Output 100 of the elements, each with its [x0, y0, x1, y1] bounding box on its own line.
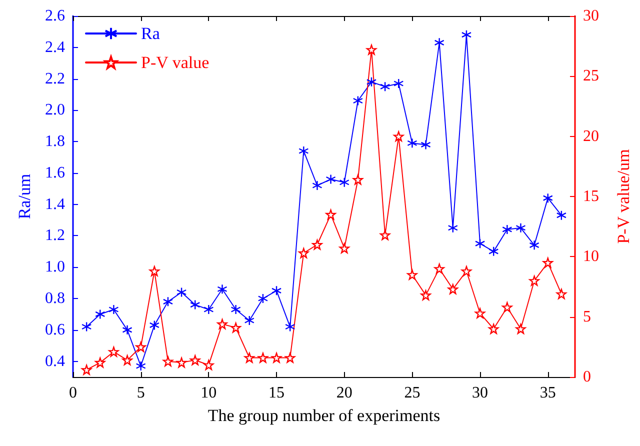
point	[394, 78, 404, 89]
y2-tick-label: 20	[583, 128, 599, 145]
y-tick-label: 0.8	[45, 290, 65, 308]
point	[516, 222, 526, 233]
x-tick-label: 5	[136, 384, 145, 402]
y-tick-label: 1.0	[45, 258, 65, 276]
point	[244, 352, 254, 363]
point	[312, 180, 322, 191]
point	[448, 222, 458, 233]
point	[108, 346, 119, 357]
y2-tick-label: 0	[583, 368, 591, 386]
point	[217, 318, 228, 330]
point	[176, 357, 187, 368]
y2-tick-label: 15	[583, 188, 599, 205]
point	[352, 174, 364, 185]
point	[258, 293, 268, 304]
point	[542, 192, 553, 204]
x-tick-label: 30	[472, 384, 488, 402]
point	[95, 357, 106, 368]
point	[81, 364, 92, 375]
point	[407, 138, 418, 148]
y2-tick-label: 5	[583, 308, 591, 326]
point	[326, 174, 336, 184]
y-tick-label: 1.4	[45, 196, 65, 213]
legend-label: Ra	[141, 24, 160, 43]
y-tick-label: 1.6	[45, 164, 65, 182]
point	[176, 287, 187, 298]
x-tick-label: 10	[200, 384, 217, 402]
point	[474, 238, 486, 249]
y-tick-label: 1.8	[45, 133, 65, 150]
point	[149, 320, 160, 330]
point	[326, 209, 336, 220]
point	[298, 248, 309, 258]
point	[312, 240, 322, 250]
point	[407, 270, 418, 280]
point	[339, 177, 350, 188]
point	[529, 276, 540, 286]
point	[380, 82, 390, 92]
x-tick-label: 20	[336, 384, 352, 402]
point	[204, 360, 214, 370]
point	[230, 304, 241, 315]
point	[352, 96, 364, 106]
point	[488, 324, 499, 334]
y-tick-label: 0.4	[45, 352, 65, 370]
point	[434, 264, 444, 274]
y2-tick-label: 10	[583, 248, 599, 266]
point	[542, 258, 553, 268]
point	[284, 322, 296, 332]
y-tick-label: 0.6	[45, 321, 65, 338]
point	[420, 290, 431, 300]
point	[380, 230, 390, 240]
point	[556, 288, 567, 300]
point	[136, 360, 146, 372]
point	[162, 356, 174, 366]
point	[190, 355, 200, 366]
x-tick-label: 15	[268, 384, 285, 402]
y-tick-label: 2.4	[45, 38, 65, 56]
point	[298, 146, 309, 156]
y2-axis-title: P-V value/um	[614, 149, 633, 244]
point	[149, 266, 160, 276]
point	[190, 300, 200, 310]
point	[556, 210, 567, 220]
x-axis-title: The group number of experiments	[208, 406, 440, 425]
point	[81, 322, 92, 332]
point	[162, 296, 174, 307]
point	[258, 352, 268, 363]
legend-label: P-V value	[141, 53, 210, 72]
point	[461, 30, 472, 40]
point	[516, 324, 526, 334]
point	[108, 304, 119, 315]
point	[271, 286, 282, 296]
point	[122, 355, 132, 366]
point	[217, 284, 228, 294]
point	[339, 243, 350, 254]
y-axis-title: Ra/um	[15, 174, 34, 220]
point	[488, 246, 499, 257]
y-tick-label: 2.0	[45, 102, 65, 119]
y2-tick-label: 25	[583, 68, 599, 85]
y-tick-label: 2.2	[45, 70, 65, 88]
point	[95, 309, 106, 320]
point	[474, 308, 486, 318]
point	[529, 240, 540, 250]
point	[244, 315, 254, 326]
y-tick-label: 2.6	[45, 8, 65, 24]
x-tick-label: 25	[404, 384, 420, 402]
point	[448, 284, 458, 294]
point	[394, 131, 404, 142]
point	[461, 266, 472, 276]
point	[230, 322, 241, 333]
point	[502, 224, 512, 235]
point	[136, 342, 146, 352]
point	[204, 304, 214, 315]
point	[366, 76, 377, 88]
point	[366, 44, 377, 55]
y2-tick-label: 30	[583, 8, 599, 24]
x-tick-label: 35	[540, 384, 556, 402]
point	[284, 352, 296, 363]
point	[420, 140, 431, 150]
point	[271, 352, 282, 363]
point	[502, 302, 512, 312]
